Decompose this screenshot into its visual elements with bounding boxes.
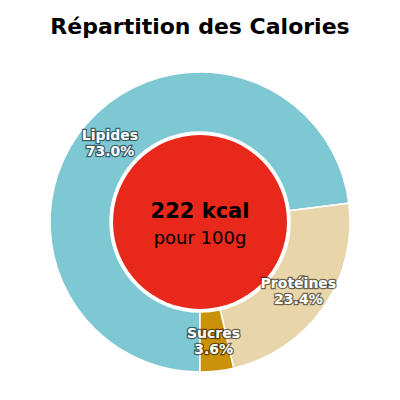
data-label: Lipides73.0% <box>82 127 138 159</box>
data-label: Sucres3.6% <box>187 325 240 357</box>
center-text: 222 kcal pour 100g <box>151 199 250 248</box>
title: Répartition des Calories <box>50 14 349 39</box>
slice-label: Protéines <box>261 275 337 291</box>
slice-label: Lipides <box>82 127 138 143</box>
data-label: Protéines23.4% <box>261 275 337 307</box>
data-labels: Lipides73.0% Protéines23.4% Sucres3.6% <box>82 127 336 358</box>
slice-value: 23.4% <box>274 291 323 307</box>
slice-value: 73.0% <box>86 143 135 159</box>
annotation: 222 kcal <box>151 199 250 223</box>
slice-value: 3.6% <box>194 341 233 357</box>
plot: Lipides73.0% Protéines23.4% Sucres3.6% 222 … <box>50 72 350 372</box>
chart: Répartition des Calories Lipides73.0% Prot… <box>0 0 400 400</box>
annotation: pour 100g <box>154 227 247 248</box>
slices <box>50 72 350 372</box>
slice-label: Sucres <box>187 325 240 341</box>
